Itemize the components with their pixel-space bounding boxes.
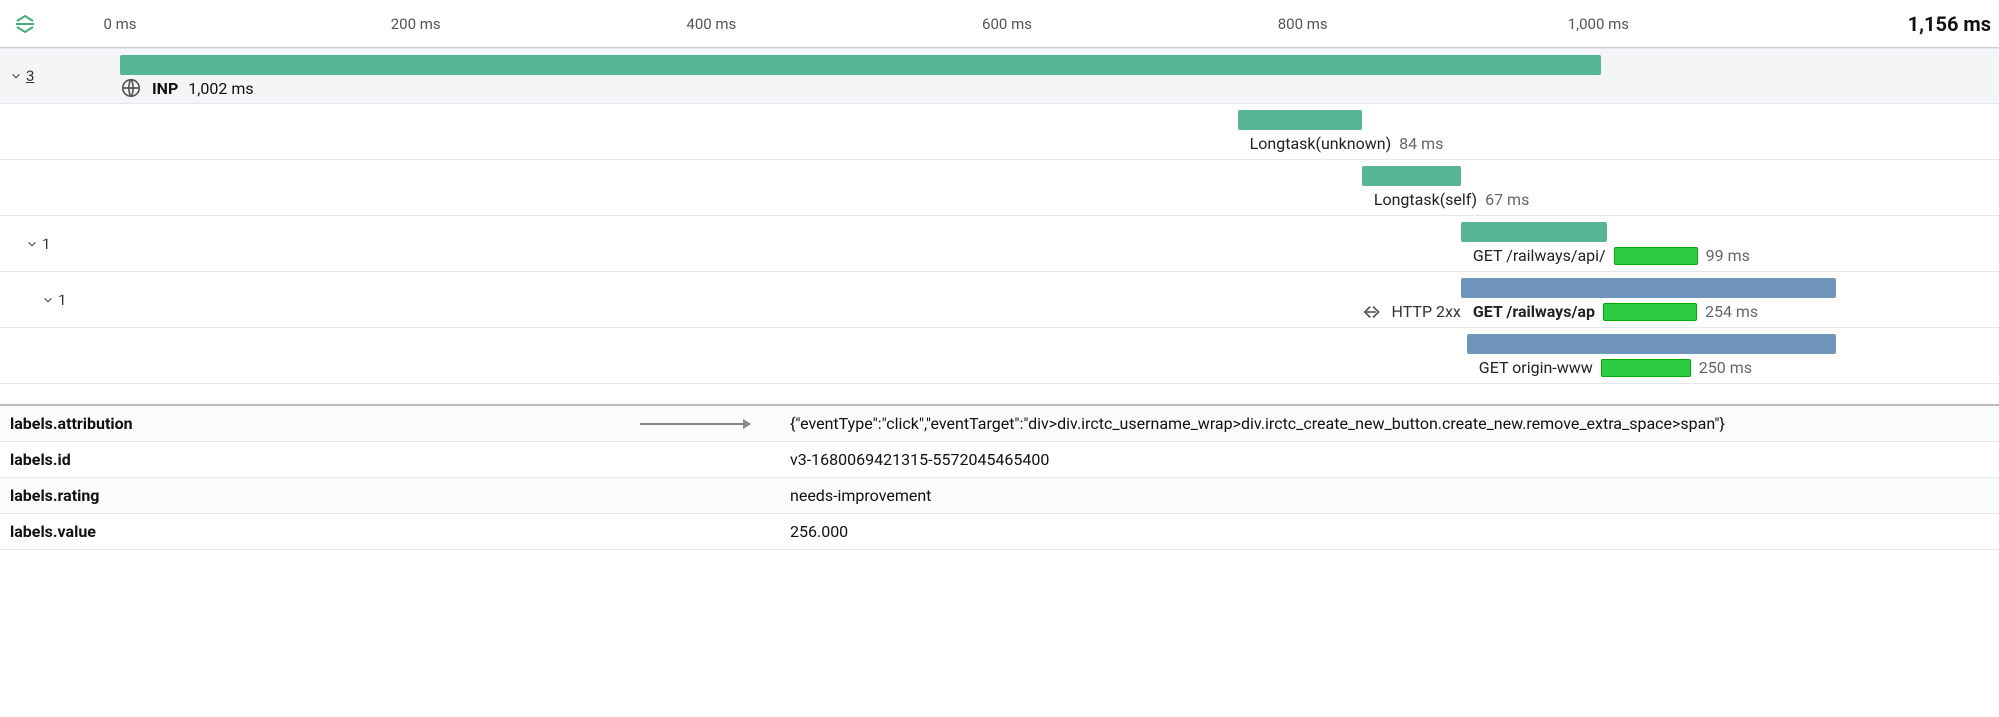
span-label: INP 1,002 ms xyxy=(120,77,254,99)
ruler-total: 1,156 ms xyxy=(1908,12,1991,36)
child-count: 3 xyxy=(26,67,34,85)
span-bar[interactable] xyxy=(1362,166,1461,186)
span-bar[interactable] xyxy=(1461,222,1607,242)
detail-key: labels.id xyxy=(0,442,780,477)
detail-row: labels.attribution{"eventType":"click","… xyxy=(0,406,1999,442)
span-summary-row[interactable]: 3 INP 1,002 ms xyxy=(0,48,1999,104)
detail-row: labels.value256.000 xyxy=(0,514,1999,550)
span-bar[interactable] xyxy=(120,55,1601,75)
timeline-ruler: 0 ms 200 ms 400 ms 600 ms 800 ms 1,000 ms 1,15… xyxy=(0,0,1999,48)
chevron-down-icon[interactable] xyxy=(22,234,42,254)
span-label: GET origin-www250 ms xyxy=(1479,358,1752,377)
span-row[interactable]: Longtask(self)67 ms xyxy=(0,160,1999,216)
detail-value: {"eventType":"click","eventTarget":"div>… xyxy=(780,406,1999,441)
ruler-tick: 0 ms xyxy=(103,15,136,33)
detail-row: labels.idv3-1680069421315-5572045465400 xyxy=(0,442,1999,478)
link-arrow-icon[interactable] xyxy=(640,423,750,425)
ruler-tick: 800 ms xyxy=(1278,15,1328,33)
span-row[interactable]: GET origin-www250 ms xyxy=(0,328,1999,384)
span-row[interactable]: Longtask(unknown)84 ms xyxy=(0,104,1999,160)
detail-key: labels.rating xyxy=(0,478,780,513)
detail-row: labels.ratingneeds-improvement xyxy=(0,478,1999,514)
span-label: HTTP 2xxGET /railways/ap254 ms xyxy=(1473,302,1758,321)
span-row[interactable]: 1 HTTP 2xxGET /railways/ap254 ms xyxy=(0,272,1999,328)
globe-icon xyxy=(120,77,142,99)
detail-key: labels.attribution xyxy=(0,406,780,441)
chevron-down-icon[interactable] xyxy=(38,290,58,310)
detail-key: labels.value xyxy=(0,514,780,549)
detail-value: needs-improvement xyxy=(780,478,1999,513)
span-label: Longtask(unknown)84 ms xyxy=(1250,134,1444,153)
span-label: Longtask(self)67 ms xyxy=(1374,190,1530,209)
collapse-all-icon[interactable] xyxy=(13,12,37,36)
ruler-tick: 600 ms xyxy=(982,15,1032,33)
detail-value: v3-1680069421315-5572045465400 xyxy=(780,442,1999,477)
ruler-tick: 1,000 ms xyxy=(1568,15,1629,33)
ruler-tick: 200 ms xyxy=(391,15,441,33)
redacted-segment xyxy=(1601,359,1691,377)
chevron-down-icon[interactable] xyxy=(6,66,26,86)
span-bar[interactable] xyxy=(1238,110,1362,130)
ruler-tick: 400 ms xyxy=(686,15,736,33)
details-table: labels.attribution{"eventType":"click","… xyxy=(0,404,1999,550)
span-label: GET /railways/api/99 ms xyxy=(1473,246,1750,265)
redacted-segment xyxy=(1603,303,1697,321)
span-bar[interactable] xyxy=(1467,334,1837,354)
child-count: 1 xyxy=(58,291,66,309)
network-icon xyxy=(1362,301,1384,323)
span-row[interactable]: 1 GET /railways/api/99 ms xyxy=(0,216,1999,272)
child-count: 1 xyxy=(42,235,50,253)
redacted-segment xyxy=(1614,247,1698,265)
span-bar[interactable] xyxy=(1461,278,1837,298)
detail-value: 256.000 xyxy=(780,514,1999,549)
